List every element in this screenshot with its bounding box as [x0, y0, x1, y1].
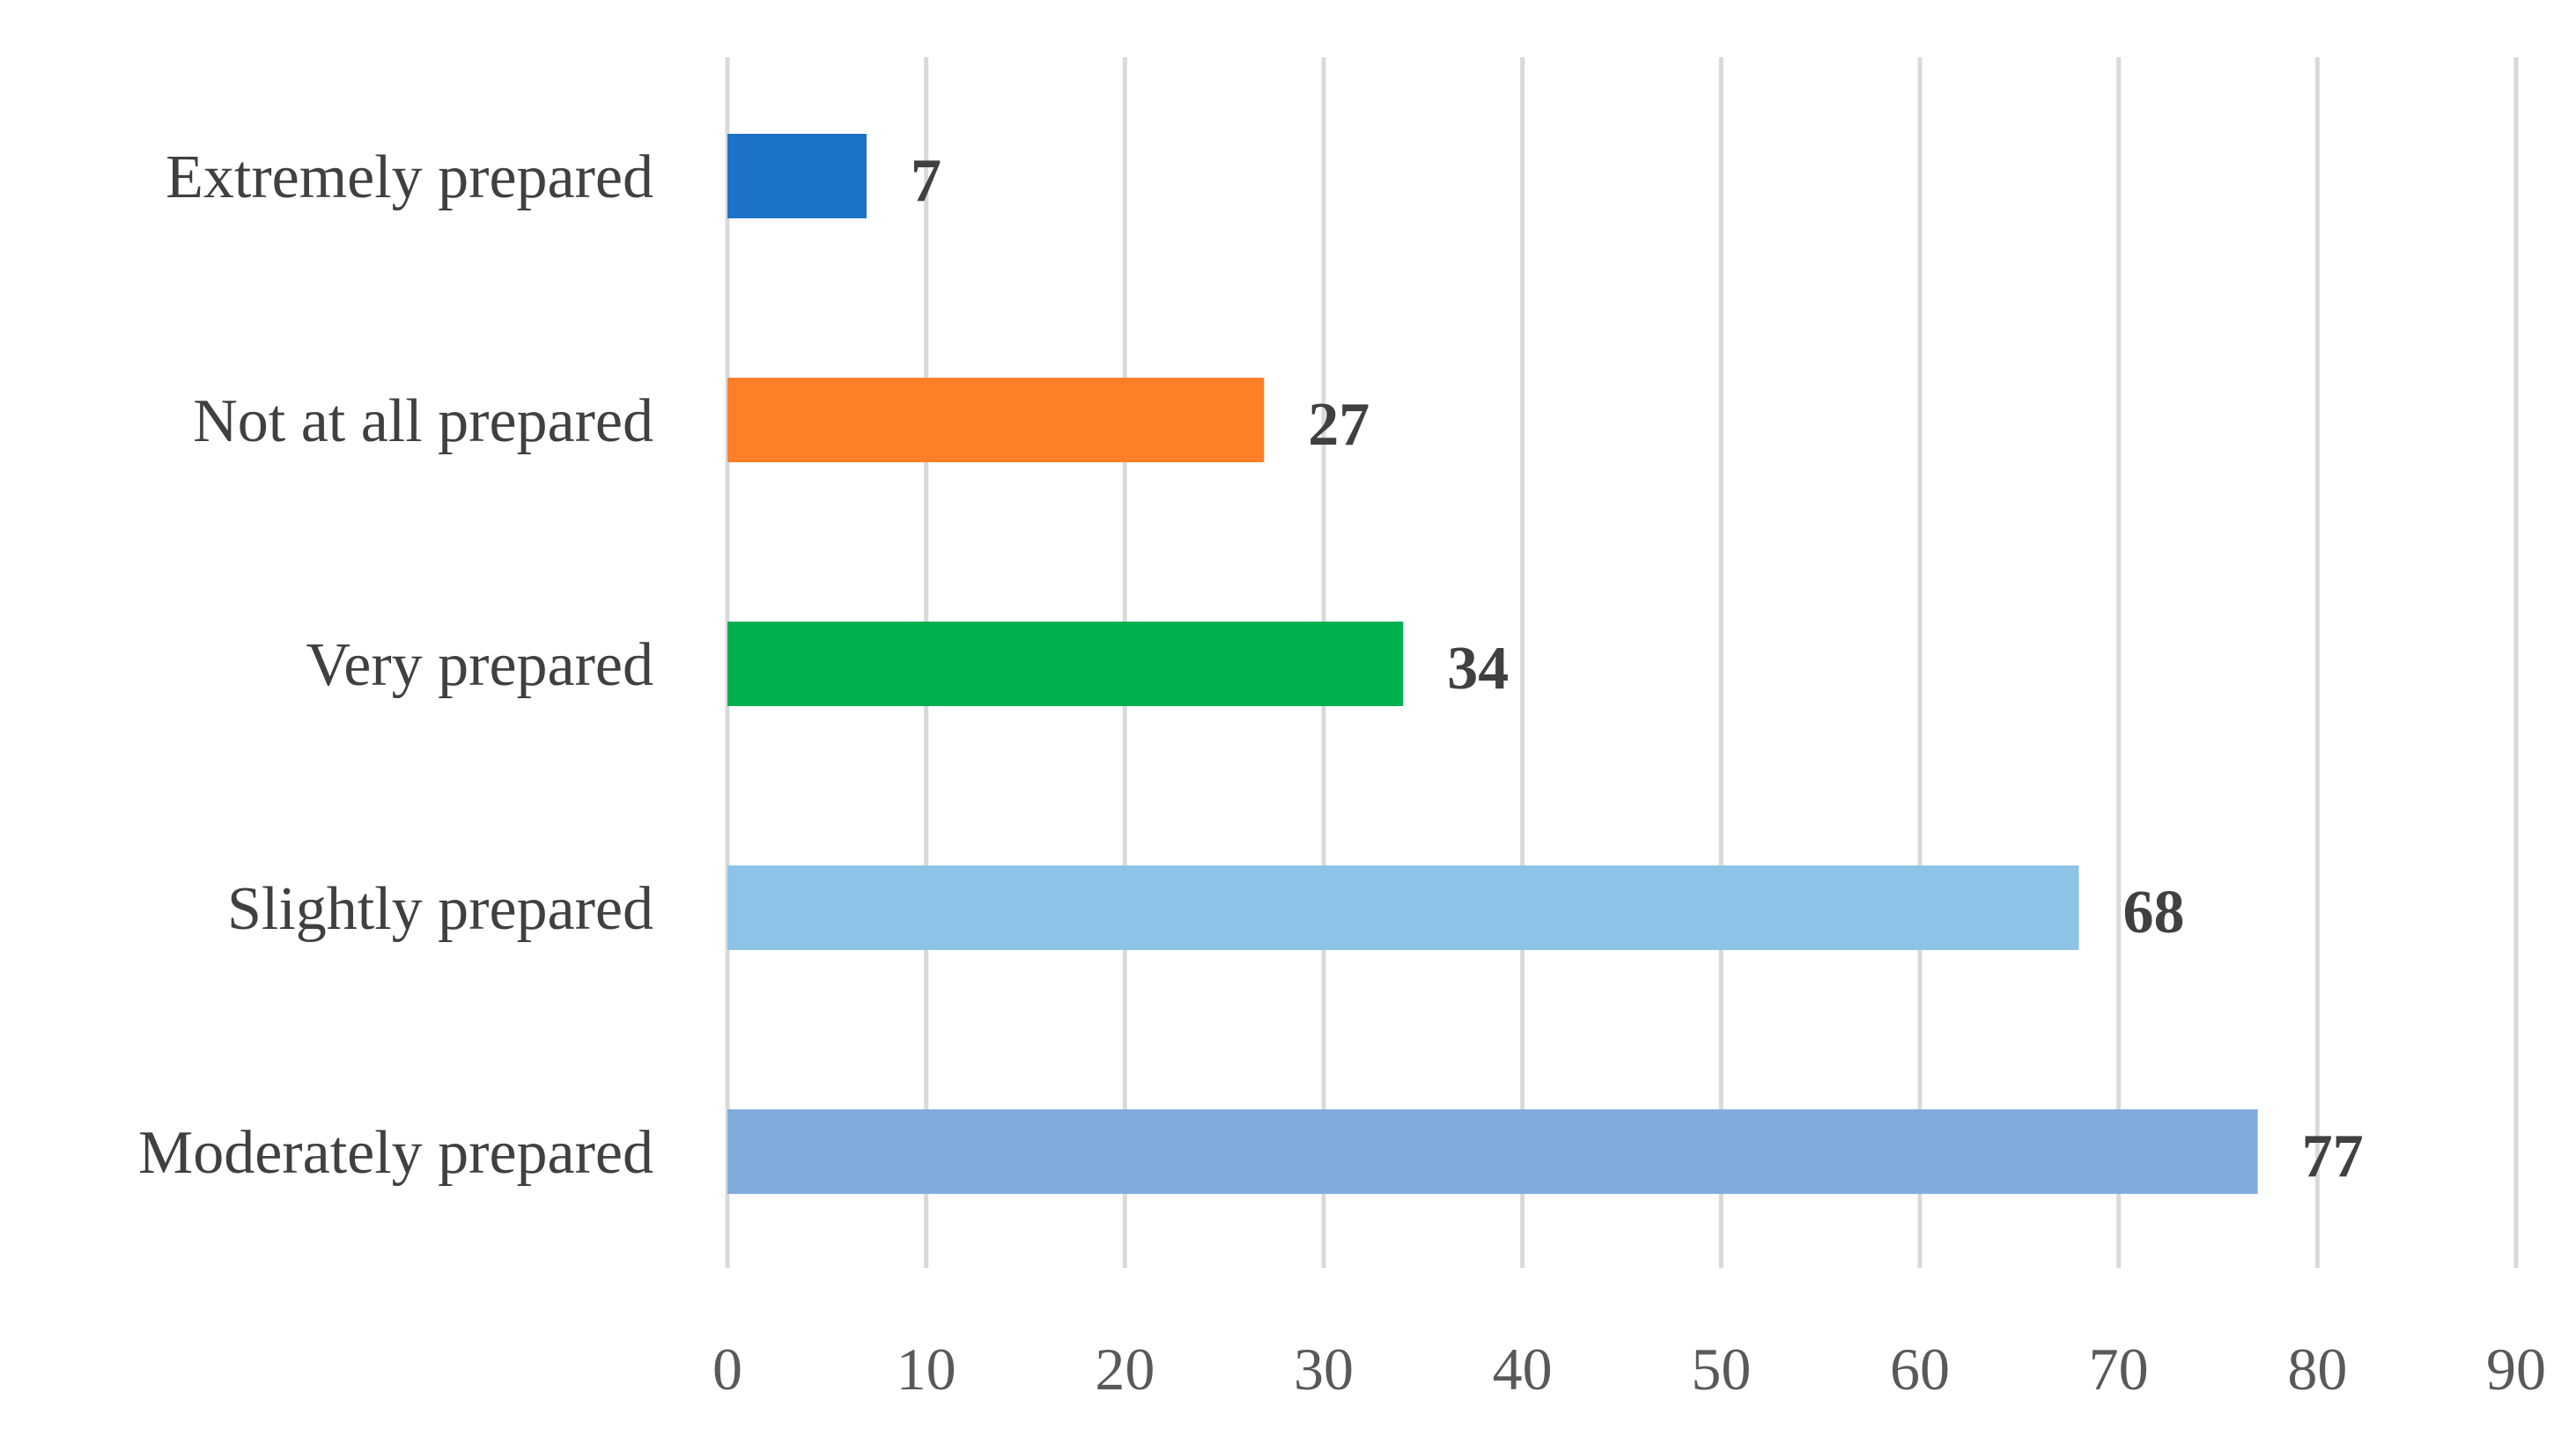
bars [727, 134, 2258, 1194]
category-label-3: Slightly prepared [227, 875, 653, 943]
data-label-2: 34 [1447, 635, 1509, 703]
data-label-0: 7 [911, 147, 941, 215]
gridlines [725, 57, 2519, 1268]
x-axis-tick-labels: 0 10 20 30 40 50 60 70 80 90 [712, 1336, 2546, 1403]
x-tick-label-40: 40 [1493, 1336, 1553, 1403]
category-label-0: Extremely prepared [166, 144, 653, 211]
category-label-1: Not at all prepared [193, 387, 653, 455]
x-tick-label-80: 80 [2287, 1336, 2347, 1403]
x-tick-label-30: 30 [1294, 1336, 1354, 1403]
bar-0 [727, 134, 867, 218]
category-label-2: Very prepared [306, 631, 653, 699]
x-tick-label-90: 90 [2486, 1336, 2546, 1403]
bar-4 [727, 1109, 2258, 1194]
bar-3 [727, 865, 2079, 950]
data-label-4: 77 [2302, 1123, 2364, 1190]
x-tick-label-60: 60 [1890, 1336, 1950, 1403]
x-tick-label-0: 0 [712, 1336, 742, 1403]
data-label-3: 68 [2123, 879, 2185, 946]
data-label-1: 27 [1308, 391, 1369, 459]
bar-2 [727, 622, 1404, 706]
category-labels: Extremely prepared Not at all prepared Ver… [138, 144, 653, 1187]
category-label-4: Moderately prepared [138, 1119, 653, 1187]
x-tick-label-20: 20 [1095, 1336, 1155, 1403]
data-labels: 7 27 34 68 77 [911, 147, 2364, 1190]
x-tick-label-10: 10 [897, 1336, 956, 1403]
x-tick-label-50: 50 [1691, 1336, 1751, 1403]
bar-1 [727, 378, 1265, 462]
x-tick-label-70: 70 [2089, 1336, 2149, 1403]
